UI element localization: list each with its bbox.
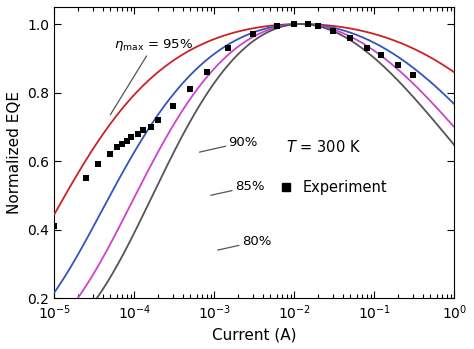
Y-axis label: Normalized EQE: Normalized EQE	[7, 91, 22, 214]
Point	[169, 103, 176, 109]
Point	[94, 162, 102, 167]
Point	[82, 176, 90, 181]
Text: $\eta_\mathrm{max}$ = 95%: $\eta_\mathrm{max}$ = 95%	[110, 37, 193, 115]
Point	[363, 45, 371, 51]
Text: 90%: 90%	[200, 136, 258, 152]
Point	[315, 23, 322, 29]
Point	[123, 138, 130, 143]
Point	[377, 52, 384, 58]
Point	[225, 45, 232, 51]
Point	[305, 21, 312, 27]
Text: 85%: 85%	[211, 180, 264, 195]
Text: 80%: 80%	[218, 235, 271, 250]
Point	[113, 144, 120, 150]
Text: $T$ = 300 K: $T$ = 300 K	[286, 139, 361, 155]
Point	[51, 223, 58, 229]
Point	[329, 28, 337, 34]
Point	[249, 31, 256, 37]
Point	[134, 131, 141, 136]
Point	[395, 62, 402, 68]
Point	[203, 69, 210, 75]
Point	[291, 21, 298, 27]
Point	[346, 35, 354, 40]
Point	[186, 86, 194, 92]
X-axis label: Current (A): Current (A)	[212, 327, 297, 342]
Point	[140, 127, 147, 133]
Point	[127, 134, 135, 140]
Point	[273, 23, 281, 29]
Text: Experiment: Experiment	[302, 180, 387, 195]
Point	[147, 124, 155, 129]
Point	[155, 117, 162, 123]
Point	[409, 73, 416, 78]
Point	[118, 141, 126, 147]
Point	[107, 151, 114, 157]
